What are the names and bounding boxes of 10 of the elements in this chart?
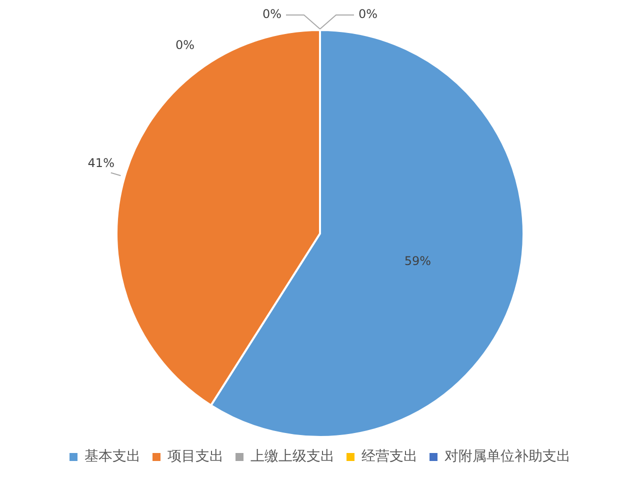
- legend-label: 对附属单位补助支出: [444, 448, 570, 465]
- legend-label: 项目支出: [168, 448, 224, 465]
- legend-label: 上缴上级支出: [250, 448, 334, 465]
- text: 0%: [358, 7, 378, 22]
- data-label: 41%: [88, 156, 114, 170]
- text: 0%: [175, 38, 195, 52]
- data-label: 59%: [404, 254, 432, 268]
- legend-label: 经营支出: [362, 448, 418, 465]
- text: 0%: [262, 7, 282, 22]
- legend-label: 基本支出: [84, 448, 140, 465]
